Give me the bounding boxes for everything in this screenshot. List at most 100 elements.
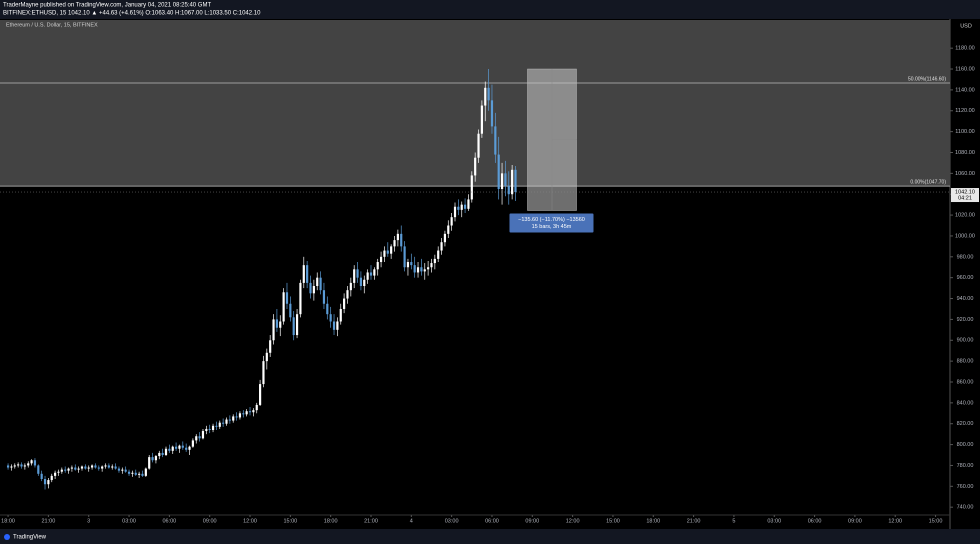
candle-body — [90, 465, 94, 468]
y-tick-label: 780.00 — [957, 463, 974, 469]
candle-body — [198, 436, 201, 439]
candle-body — [279, 321, 282, 328]
candle-body — [269, 340, 272, 353]
candle-body — [322, 290, 326, 304]
y-tick-label: 960.00 — [957, 275, 974, 281]
candle-body — [154, 456, 158, 461]
candle-body — [420, 267, 423, 272]
candle-body — [500, 173, 504, 189]
candle-body — [148, 457, 151, 469]
candle-body — [218, 422, 221, 427]
candle-body — [101, 466, 104, 469]
candle-body — [447, 225, 450, 234]
candle-body — [289, 303, 292, 318]
candle-body — [467, 199, 470, 209]
candle-body — [406, 262, 410, 268]
y-tick-label: 740.00 — [957, 505, 974, 511]
candle-body — [43, 479, 47, 485]
y-tick-label: 880.00 — [957, 359, 974, 365]
y-tick-label: 800.00 — [957, 442, 974, 448]
y-tick-label: 820.00 — [957, 421, 974, 427]
candle-body — [33, 460, 37, 466]
candle-body — [339, 308, 342, 322]
x-tick-label: 3 — [87, 518, 90, 524]
x-tick-label: 09:00 — [203, 518, 217, 524]
candle-body — [453, 206, 457, 218]
x-tick-label: 5 — [732, 518, 735, 524]
y-tick-label: 840.00 — [957, 400, 974, 406]
candle-body — [316, 277, 319, 287]
candle-body — [494, 126, 497, 155]
x-tick-label: 18:00 — [1, 518, 15, 524]
candle-body — [27, 463, 30, 466]
x-tick-label: 18:00 — [646, 518, 660, 524]
y-tick-label: 940.00 — [957, 296, 974, 302]
x-tick-label: 12:00 — [566, 518, 580, 524]
candle-body — [158, 452, 161, 457]
measure-label-box — [509, 213, 594, 233]
candle-body — [138, 473, 141, 475]
price-label: 1042.10 — [955, 189, 975, 195]
candle-body — [191, 440, 194, 447]
candle-body — [84, 466, 87, 469]
candle-body — [403, 246, 406, 268]
candle-body — [107, 465, 110, 468]
candle-body — [312, 286, 315, 294]
candle-body — [319, 277, 322, 291]
candle-body — [50, 475, 53, 481]
x-tick-label: 09:00 — [848, 518, 862, 524]
candle-body — [64, 469, 67, 471]
candle-body — [430, 263, 433, 268]
candle-body — [174, 446, 178, 449]
candle-body — [17, 464, 20, 466]
candle-body — [124, 469, 127, 472]
x-tick-label: 15:00 — [606, 518, 620, 524]
candle-body — [477, 133, 480, 158]
candle-body — [484, 87, 487, 106]
x-tick-label: 06:00 — [485, 518, 499, 524]
candle-body — [144, 468, 147, 476]
candle-body — [440, 242, 443, 251]
fib-label: 50.00%(1146.60) — [908, 76, 946, 82]
measure-label: −135.60 (−11.70%) −13560 — [518, 217, 585, 223]
candle-body — [47, 480, 50, 485]
candle-body — [134, 472, 137, 475]
candle-body — [443, 233, 447, 243]
candle-body — [215, 425, 218, 427]
y-tick-label: 760.00 — [957, 484, 974, 490]
y-tick-label: 1060.00 — [955, 171, 975, 177]
candle-body — [416, 267, 420, 273]
candle-body — [353, 269, 356, 283]
candle-body — [511, 169, 514, 195]
candle-body — [171, 446, 174, 451]
candle-body — [242, 413, 245, 415]
candle-body — [497, 154, 500, 189]
candle-body — [104, 465, 107, 467]
candle-body — [97, 467, 100, 469]
candle-body — [460, 204, 463, 210]
candle-body — [487, 87, 490, 101]
candle-body — [413, 265, 416, 273]
currency: USD — [960, 23, 972, 29]
candle-body — [164, 448, 168, 456]
brand: TradingView — [13, 535, 47, 541]
candle-body — [238, 413, 242, 418]
candle-body — [188, 446, 191, 450]
footer-bar — [0, 529, 980, 544]
candle-body — [343, 298, 346, 309]
x-tick-label: 21:00 — [687, 518, 701, 524]
y-tick-label: 1020.00 — [955, 213, 975, 219]
candle-body — [181, 445, 184, 448]
y-tick-label: 1120.00 — [955, 108, 974, 114]
candle-body — [366, 272, 369, 280]
candle-body — [490, 100, 494, 127]
candle-body — [80, 466, 84, 469]
candle-body — [332, 321, 336, 330]
x-tick-label: 03:00 — [122, 518, 136, 524]
candle-body — [222, 422, 225, 424]
candle-body — [185, 447, 188, 450]
y-tick-label: 1180.00 — [955, 46, 974, 52]
candle-body — [390, 246, 393, 254]
candle-body — [299, 282, 302, 315]
publisher-line: TraderMayne published on TradingView.com… — [3, 3, 211, 9]
